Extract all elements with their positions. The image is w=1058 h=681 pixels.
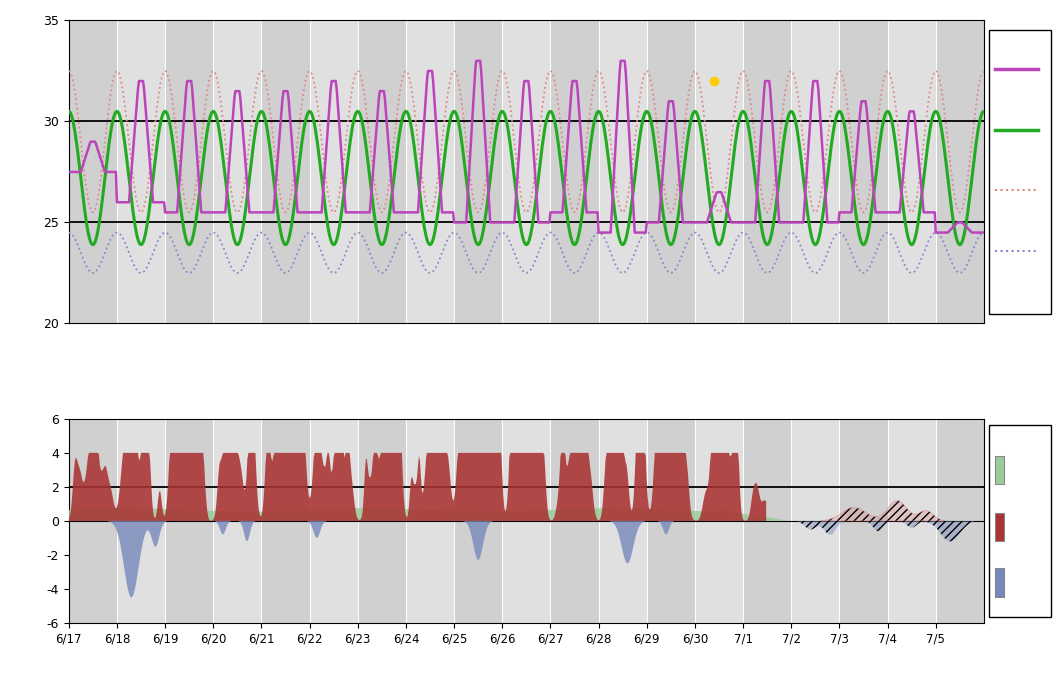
Bar — [995, 513, 1004, 541]
Bar — [503, 20, 550, 323]
Bar — [839, 20, 888, 323]
Bar — [995, 456, 1004, 484]
Bar — [935, 20, 984, 323]
Bar — [358, 20, 406, 323]
Bar — [310, 20, 358, 323]
Bar — [995, 568, 1004, 597]
Bar — [791, 419, 839, 623]
Bar — [69, 419, 117, 623]
Bar — [406, 419, 454, 623]
Bar — [550, 20, 599, 323]
Bar — [214, 419, 261, 623]
Bar — [888, 419, 935, 623]
FancyBboxPatch shape — [989, 425, 1051, 617]
Bar — [165, 20, 214, 323]
Bar — [646, 20, 695, 323]
Bar — [261, 419, 310, 623]
FancyBboxPatch shape — [989, 29, 1051, 315]
Bar — [599, 419, 646, 623]
Bar — [791, 20, 839, 323]
Bar — [214, 20, 261, 323]
Bar — [117, 20, 165, 323]
Bar — [743, 20, 791, 323]
Bar — [358, 419, 406, 623]
Bar — [310, 419, 358, 623]
Bar — [935, 419, 984, 623]
Bar — [646, 419, 695, 623]
Bar — [69, 20, 117, 323]
Bar — [599, 20, 646, 323]
Bar — [454, 419, 503, 623]
Bar — [550, 419, 599, 623]
Bar — [406, 20, 454, 323]
Bar — [695, 419, 743, 623]
Bar — [261, 20, 310, 323]
Bar — [503, 419, 550, 623]
Bar — [454, 20, 503, 323]
Bar — [888, 20, 935, 323]
Bar — [839, 419, 888, 623]
Bar — [117, 419, 165, 623]
Bar — [743, 419, 791, 623]
Bar — [695, 20, 743, 323]
Bar — [165, 419, 214, 623]
